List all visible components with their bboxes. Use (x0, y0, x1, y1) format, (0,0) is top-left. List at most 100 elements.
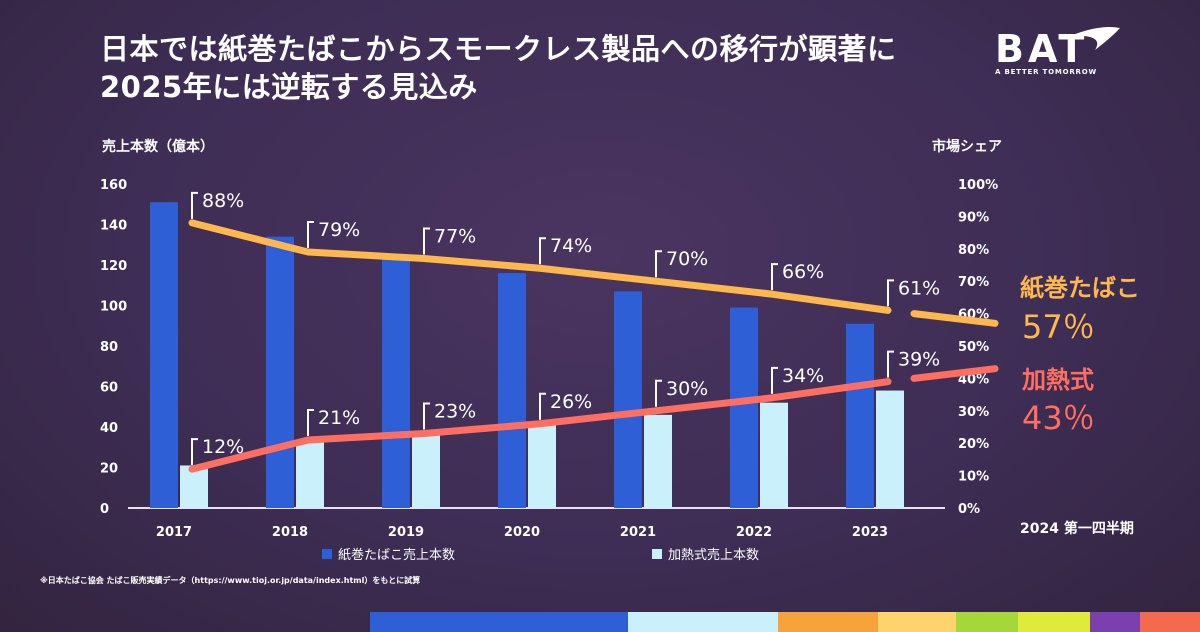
strip-segment (878, 612, 956, 632)
bar-cigarette-2022 (730, 307, 758, 508)
heated-share-label-leader (423, 402, 430, 430)
cigarette-share-label-leader (539, 237, 546, 265)
right-tick-label: 0% (958, 502, 980, 517)
cigarette-share-data-label: 79% (318, 219, 360, 241)
right-tick-label: 90% (958, 210, 989, 225)
cigarette-share-label-leader (423, 227, 430, 255)
cigarette-share-data-label: 70% (666, 248, 708, 270)
cigarette-share-label-leader (887, 279, 894, 307)
legend-swatch-heated (652, 548, 662, 559)
heated-share-data-label: 12% (202, 436, 244, 458)
heated-share-label-leader (771, 366, 778, 394)
cigarette-share-line (188, 219, 892, 314)
bar-heated-2020 (528, 424, 556, 508)
x-tick-label: 2018 (272, 525, 308, 540)
x-tick-label: 2023 (852, 525, 888, 540)
x-tick-label: 2019 (388, 525, 424, 540)
heated-share-line (188, 378, 892, 473)
x-tick-label: 2022 (736, 525, 772, 540)
right-tick-label: 40% (958, 372, 989, 387)
bar-cigarette-2021 (614, 291, 642, 508)
heated-share-data-label: 34% (782, 365, 824, 387)
cigarette-share-label-leader (771, 263, 778, 291)
bar-cigarette-2018 (266, 236, 294, 508)
bar-cigarette-2023 (846, 323, 874, 508)
heated-share-data-label: 30% (666, 378, 708, 400)
logo-wordmark: BAT (995, 27, 1089, 71)
cigarette-share-label-leader (307, 221, 314, 249)
bar-heated-2023 (876, 390, 904, 508)
bar-cigarette-2019 (382, 256, 410, 508)
heated-share-label-leader (655, 379, 662, 407)
logo-swoosh-icon (1070, 27, 1120, 50)
strip-segment (1140, 612, 1200, 632)
x-tick-label: 2017 (156, 525, 192, 540)
heated-share-data-label: 39% (898, 349, 940, 371)
right-tick-label: 100% (958, 178, 998, 193)
cigarette-share-data-label: 66% (782, 261, 824, 283)
right-tick-label: 30% (958, 405, 989, 420)
heated-share-data-label: 26% (550, 391, 592, 413)
heated-end-value: 43％ (1022, 399, 1095, 437)
right-axis-title: 市場シェア (932, 139, 1002, 155)
heated-share-label-leader (191, 438, 198, 466)
strip-segment (1090, 612, 1140, 632)
heated-share-label-leader (887, 350, 894, 378)
bar-heated-2021 (644, 414, 672, 508)
left-tick-label: 160 (100, 178, 127, 193)
left-tick-label: 100 (100, 300, 127, 315)
legend-cigarette: 紙巻たばこ売上本数 (322, 544, 455, 563)
bar-heated-2017 (180, 465, 208, 508)
legend-label-cigarette: 紙巻たばこ売上本数 (338, 548, 456, 563)
x-tick-label: 2021 (620, 525, 656, 540)
bar-heated-2019 (412, 433, 440, 508)
right-tick-label: 70% (958, 275, 989, 290)
cigarette-share-label-leader (191, 191, 198, 219)
cigarette-share-data-label: 61% (898, 277, 940, 299)
cigarette-share-projection-line (910, 310, 999, 327)
heated-share-data-label: 21% (318, 407, 360, 429)
cigarette-share-data-label: 77% (434, 226, 476, 248)
x-tick-label: 2020 (504, 525, 540, 540)
bar-heated-2018 (296, 441, 324, 508)
cigarette-share-label-leader (655, 250, 662, 278)
bar-heated-2022 (760, 402, 788, 508)
cigarette-share-data-label: 74% (550, 235, 592, 257)
strip-segment (956, 612, 1018, 632)
cigarette-end-name: 紙巻たばこ (1020, 274, 1140, 302)
left-tick-label: 40 (100, 421, 118, 436)
left-tick-label: 20 (100, 462, 118, 477)
cigarette-share-data-label: 88% (202, 190, 244, 212)
slide-title: 日本では紙巻たばこからスモークレス製品への移行が顕著に 2025年には逆転する見… (100, 30, 897, 106)
right-tick-label: 10% (958, 470, 989, 485)
strip-segment (778, 612, 878, 632)
left-axis-title: 売上本数（億本） (102, 139, 214, 155)
title-line-1: 日本では紙巻たばこからスモークレス製品への移行が顕著に (100, 32, 897, 66)
strip-segment (628, 612, 778, 632)
strip-segment (1018, 612, 1090, 632)
heated-share-data-label: 23% (434, 400, 476, 422)
title-line-2: 2025年には逆転する見込み (100, 70, 478, 104)
legend-label-heated: 加熱式売上本数 (668, 548, 760, 563)
bat-logo: BAT A BETTER TOMORROW (995, 27, 1120, 76)
logo-tagline: A BETTER TOMORROW (995, 68, 1097, 76)
right-tick-label: 80% (958, 243, 989, 258)
bar-cigarette-2020 (498, 273, 526, 508)
heated-share-label-leader (307, 408, 314, 436)
heated-share-projection-line (910, 365, 999, 382)
left-tick-label: 140 (100, 219, 127, 234)
left-tick-label: 120 (100, 259, 127, 274)
footnote: ※日本たばこ協会 たばこ販売実績データ（https://www.tioj.or.… (40, 576, 421, 585)
bar-cigarette-2017 (150, 202, 178, 508)
left-tick-label: 80 (100, 340, 118, 355)
right-tick-label: 50% (958, 340, 989, 355)
strip-segment (370, 612, 628, 632)
heated-end-name: 加熱式 (1022, 366, 1094, 394)
legend-swatch-cigarette (322, 548, 332, 559)
legend-heated: 加熱式売上本数 (652, 544, 759, 563)
latest-period-label: 2024 第一四半期 (1020, 521, 1134, 537)
cigarette-end-value: 57％ (1022, 308, 1095, 346)
left-tick-label: 60 (100, 381, 118, 396)
